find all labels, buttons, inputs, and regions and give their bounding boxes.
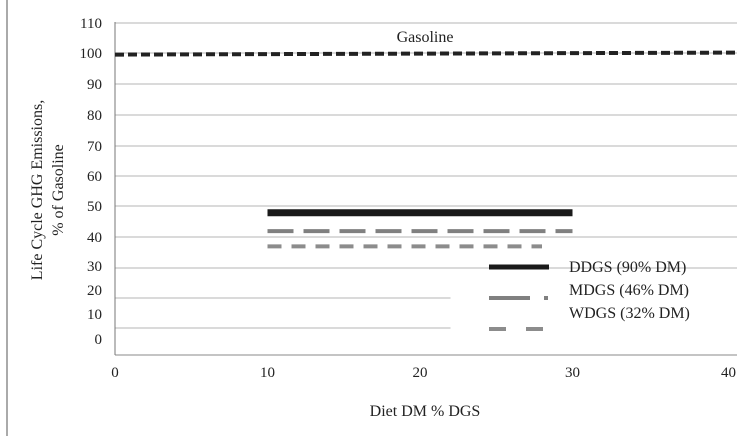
x-tick-labels: 0 10 20 30 40: [111, 365, 736, 381]
y-tick-label: 30: [87, 259, 102, 275]
y-tick-label: 50: [87, 199, 102, 215]
y-tick-label: 90: [87, 77, 102, 93]
x-tick-label: 10: [260, 365, 275, 381]
y-tick-label: 0: [95, 332, 103, 348]
legend: DDGS (90% DM) MDGS (46% DM) WDGS (32% DM): [489, 259, 690, 331]
y-axis-label-line2: % of Gasoline: [50, 144, 67, 236]
y-tick-label: 80: [87, 108, 102, 124]
y-tick-label: 60: [87, 169, 102, 185]
x-tick-label: 0: [111, 365, 119, 381]
legend-label: DDGS (90% DM): [569, 259, 686, 276]
x-tick-label: 40: [721, 365, 736, 381]
y-tick-label: 100: [80, 46, 103, 62]
gridlines: [115, 22, 737, 356]
y-tick-label: 20: [87, 283, 102, 299]
x-tick-label: 30: [565, 365, 580, 381]
y-tick-label: 10: [87, 307, 102, 323]
gasoline-label: Gasoline: [397, 29, 454, 46]
x-axis-label: Diet DM % DGS: [370, 403, 481, 420]
legend-label: WDGS (32% DM): [569, 305, 690, 322]
legend-label: MDGS (46% DM): [569, 282, 689, 299]
y-tick-label: 70: [87, 139, 102, 155]
series-lines: [267, 209, 573, 249]
y-tick-label: 110: [80, 16, 102, 32]
x-tick-label: 20: [413, 365, 428, 381]
y-axis-label-line1: Life Cycle GHG Emissions,: [29, 100, 46, 280]
y-tick-label: 40: [87, 230, 102, 246]
